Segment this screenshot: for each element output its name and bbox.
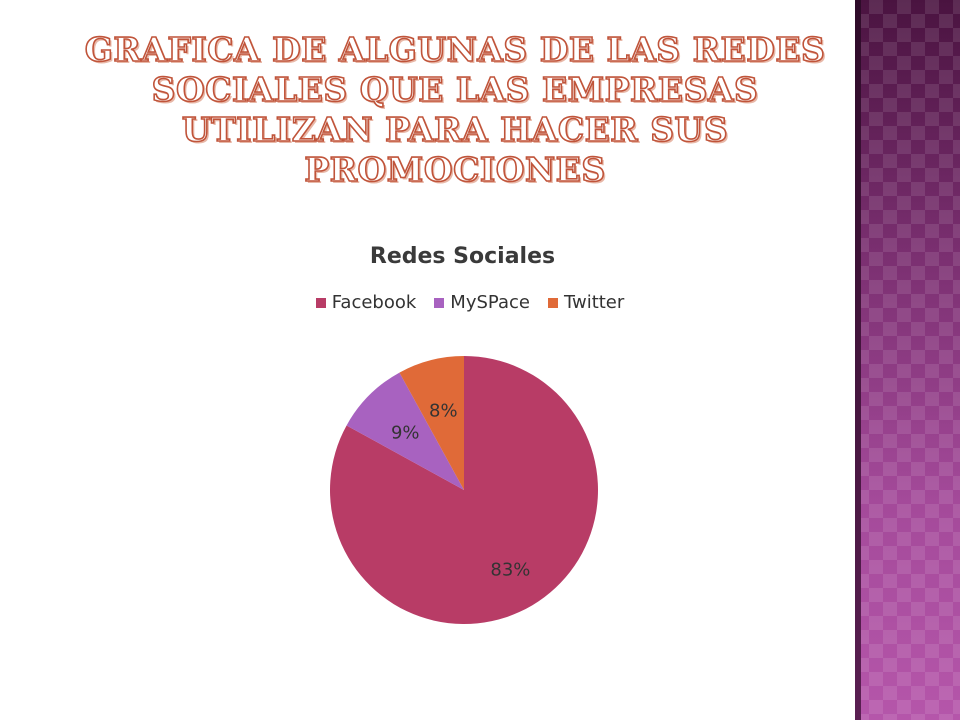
pie-label-facebook: 83% (490, 559, 530, 580)
pie-data-labels: 83% 9% 8% (391, 401, 530, 581)
chart-title: Redes Sociales (369, 244, 556, 269)
legend-item-myspace: MySPace (434, 292, 530, 313)
legend-label-facebook: Facebook (331, 292, 417, 313)
pie-slice-myspace (346, 372, 464, 490)
legend-item-twitter: Twitter (547, 292, 625, 313)
pie-slices (330, 356, 598, 624)
pie-label-myspace: 9% (391, 422, 420, 443)
legend-swatch-twitter (547, 297, 558, 308)
pie-label-twitter: 8% (429, 401, 458, 422)
legend-swatch-myspace (434, 297, 445, 308)
chart-legend: Facebook MySPace Twitter (0, 292, 940, 313)
pie-slice-twitter (399, 356, 464, 490)
legend-item-facebook: Facebook (315, 292, 417, 313)
legend-swatch-facebook (315, 297, 326, 308)
legend-label-myspace: MySPace (450, 292, 530, 313)
legend-label-twitter: Twitter (563, 292, 625, 313)
decorative-side-band (855, 0, 960, 720)
slide-title: GRAFICA DE ALGUNAS DE LAS REDES SOCIALES… (84, 29, 826, 190)
